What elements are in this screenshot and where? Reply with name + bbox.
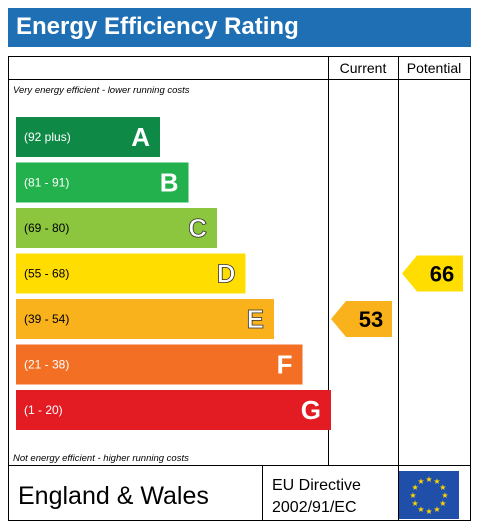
footer-frame bbox=[8, 465, 471, 521]
band-b-letter: B bbox=[160, 168, 179, 198]
directive-line2: 2002/91/EC bbox=[272, 499, 357, 516]
eu-star-icon: ★ bbox=[409, 491, 416, 500]
eu-star-icon: ★ bbox=[417, 477, 424, 486]
chart-title: Energy Efficiency Rating bbox=[16, 13, 299, 40]
eu-star-icon: ★ bbox=[439, 499, 446, 508]
directive-line1: EU Directive bbox=[272, 477, 361, 494]
eu-star-icon: ★ bbox=[425, 507, 432, 516]
eu-star-icon: ★ bbox=[439, 483, 446, 492]
band-c-range: (69 - 80) bbox=[24, 221, 69, 235]
band-c-letter: C bbox=[188, 213, 207, 243]
eu-star-icon: ★ bbox=[412, 499, 419, 508]
band-e bbox=[16, 299, 274, 339]
eu-star-icon: ★ bbox=[412, 483, 419, 492]
band-d bbox=[16, 253, 246, 294]
eu-star-icon: ★ bbox=[433, 505, 440, 514]
band-b-range: (81 - 91) bbox=[24, 176, 69, 190]
band-a-letter: A bbox=[131, 122, 150, 152]
current-header: Current bbox=[340, 60, 387, 76]
eu-star-icon: ★ bbox=[433, 477, 440, 486]
band-g bbox=[16, 390, 331, 430]
band-b bbox=[16, 162, 189, 203]
band-e-letter: E bbox=[247, 304, 264, 334]
eu-flag-icon: ★ ★★★★★★★★★★★ bbox=[399, 471, 459, 519]
region-label: England & Wales bbox=[18, 482, 209, 510]
rating-bands: (92 plus) A (81 - 91) B (69 - 80) C (55 - 68) D… bbox=[16, 117, 331, 430]
band-g-range: (1 - 20) bbox=[24, 403, 63, 417]
band-f-letter: F bbox=[277, 350, 293, 380]
rating-indicators: 53 66 bbox=[331, 255, 463, 337]
eu-star-icon: ★ bbox=[417, 505, 424, 514]
potential-rating-value: 66 bbox=[430, 262, 454, 287]
potential-rating-arrow bbox=[402, 255, 463, 292]
band-e-range: (39 - 54) bbox=[24, 312, 69, 326]
current-rating-arrow bbox=[331, 301, 392, 337]
band-g-letter: G bbox=[301, 395, 321, 425]
band-a bbox=[16, 117, 160, 157]
band-d-range: (55 - 68) bbox=[24, 267, 69, 281]
eu-star-icon: ★ bbox=[441, 491, 448, 500]
band-c bbox=[16, 208, 217, 248]
current-rating-value: 53 bbox=[359, 307, 383, 332]
top-note: Very energy efficient - lower running co… bbox=[13, 85, 190, 96]
band-f-range: (21 - 38) bbox=[24, 358, 69, 372]
bottom-note: Not energy efficient - higher running co… bbox=[13, 453, 189, 464]
title-bar: Energy Efficiency Rating bbox=[8, 8, 471, 47]
potential-header: Potential bbox=[407, 60, 461, 76]
eu-star-icon: ★ bbox=[425, 475, 432, 484]
band-a-range: (92 plus) bbox=[24, 130, 71, 144]
band-f bbox=[16, 344, 303, 385]
band-d-letter: D bbox=[217, 259, 236, 289]
